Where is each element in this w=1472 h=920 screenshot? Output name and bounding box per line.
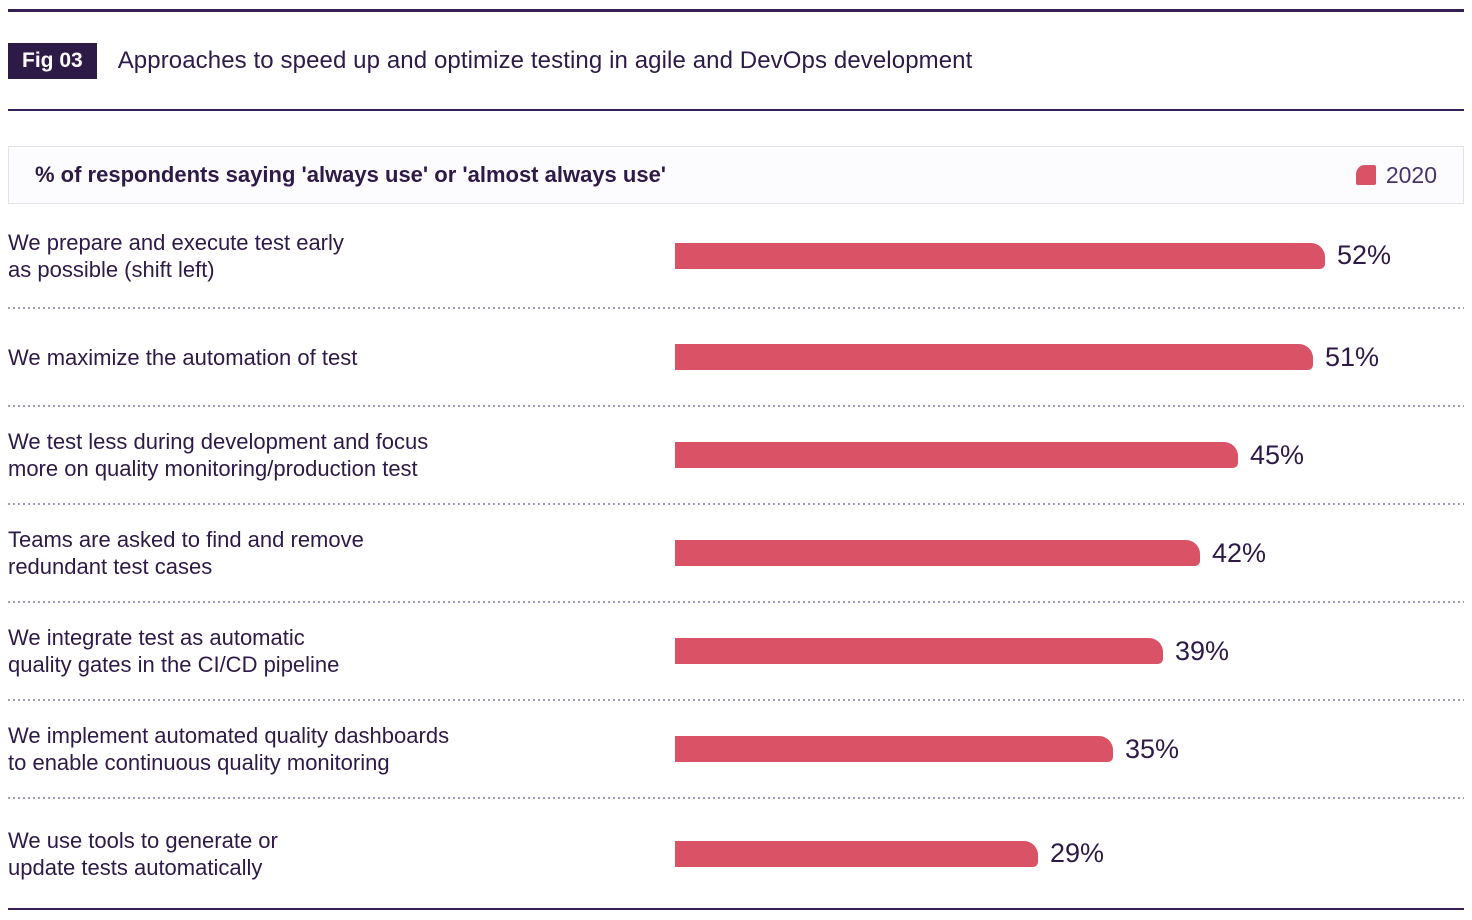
chart-row: We integrate test as automatic quality ga…	[8, 603, 1464, 699]
bar	[675, 736, 1113, 762]
bar-track: 45%	[675, 440, 1464, 471]
value-label: 45%	[1250, 439, 1305, 470]
chart-row: We test less during development and focu…	[8, 407, 1464, 503]
row-separator	[8, 601, 1464, 603]
row-separator	[8, 699, 1464, 701]
row-separator	[8, 797, 1464, 799]
bar	[675, 638, 1163, 664]
legend-label: 2020	[1385, 161, 1437, 188]
row-separator	[8, 405, 1464, 407]
figure-title: Approaches to speed up and optimize test…	[117, 47, 973, 74]
bar	[675, 242, 1325, 269]
value-label: 42%	[1212, 537, 1267, 568]
chart-header-band: % of respondents saying 'always use' or …	[8, 146, 1464, 204]
category-label-line: We implement automated quality dashboard…	[8, 723, 450, 748]
title-rule	[8, 109, 1464, 111]
top-rule	[8, 9, 1464, 12]
legend-swatch-icon	[1355, 165, 1376, 185]
category-label-line: We maximize the automation of test	[8, 344, 358, 370]
chart-row: We implement automated quality dashboard…	[8, 701, 1464, 797]
bar-chart: We prepare and execute test early as poss…	[8, 204, 1464, 908]
category-label-line: more on quality monitoring/production te…	[8, 456, 418, 481]
bar	[675, 840, 1038, 867]
bar	[675, 442, 1238, 468]
category-label: We implement automated quality dashboard…	[8, 722, 675, 776]
category-label: We maximize the automation of test	[8, 344, 675, 371]
bar	[675, 540, 1200, 566]
chart-row: Teams are asked to find and remove redund…	[8, 505, 1464, 601]
category-label-line: redundant test cases	[8, 554, 213, 579]
category-label: We test less during development and focu…	[8, 428, 675, 482]
category-label-line: We test less during development and focu…	[8, 429, 429, 454]
value-label: 29%	[1050, 838, 1105, 868]
category-label-line: to enable continuous quality monitoring	[8, 750, 390, 775]
category-label: We use tools to generate or update tests …	[8, 827, 675, 881]
bar-track: 29%	[675, 838, 1464, 869]
value-label: 51%	[1325, 341, 1380, 372]
bar-track: 52%	[675, 240, 1464, 271]
value-label: 35%	[1125, 733, 1180, 764]
bar-track: 35%	[675, 734, 1464, 765]
figure-header: Fig 03 Approaches to speed up and optimi…	[8, 43, 1464, 79]
legend: 2020	[1355, 161, 1437, 189]
row-separator	[8, 503, 1464, 505]
chart-title: % of respondents saying 'always use' or …	[35, 162, 667, 187]
category-label: We prepare and execute test early as poss…	[8, 229, 675, 283]
category-label-line: quality gates in the CI/CD pipeline	[8, 652, 340, 677]
category-label: Teams are asked to find and remove redund…	[8, 526, 675, 580]
bar	[675, 344, 1313, 370]
value-label: 52%	[1337, 240, 1392, 270]
category-label: We integrate test as automatic quality ga…	[8, 624, 675, 678]
value-label: 39%	[1175, 635, 1230, 666]
category-label-line: as possible (shift left)	[8, 256, 215, 282]
category-label-line: We use tools to generate or	[8, 827, 278, 853]
bar-track: 42%	[675, 538, 1464, 569]
bottom-rule	[8, 908, 1464, 910]
bar-track: 51%	[675, 342, 1464, 373]
category-label-line: We integrate test as automatic	[8, 625, 305, 650]
row-separator	[8, 307, 1464, 309]
figure-badge: Fig 03	[8, 43, 97, 79]
bar-track: 39%	[675, 636, 1464, 667]
chart-row: We use tools to generate or update tests …	[8, 799, 1464, 908]
category-label-line: update tests automatically	[8, 854, 263, 880]
category-label-line: Teams are asked to find and remove	[8, 527, 364, 552]
category-label-line: We prepare and execute test early	[8, 229, 344, 255]
chart-row: We prepare and execute test early as poss…	[8, 204, 1464, 307]
chart-row: We maximize the automation of test 51%	[8, 309, 1464, 405]
